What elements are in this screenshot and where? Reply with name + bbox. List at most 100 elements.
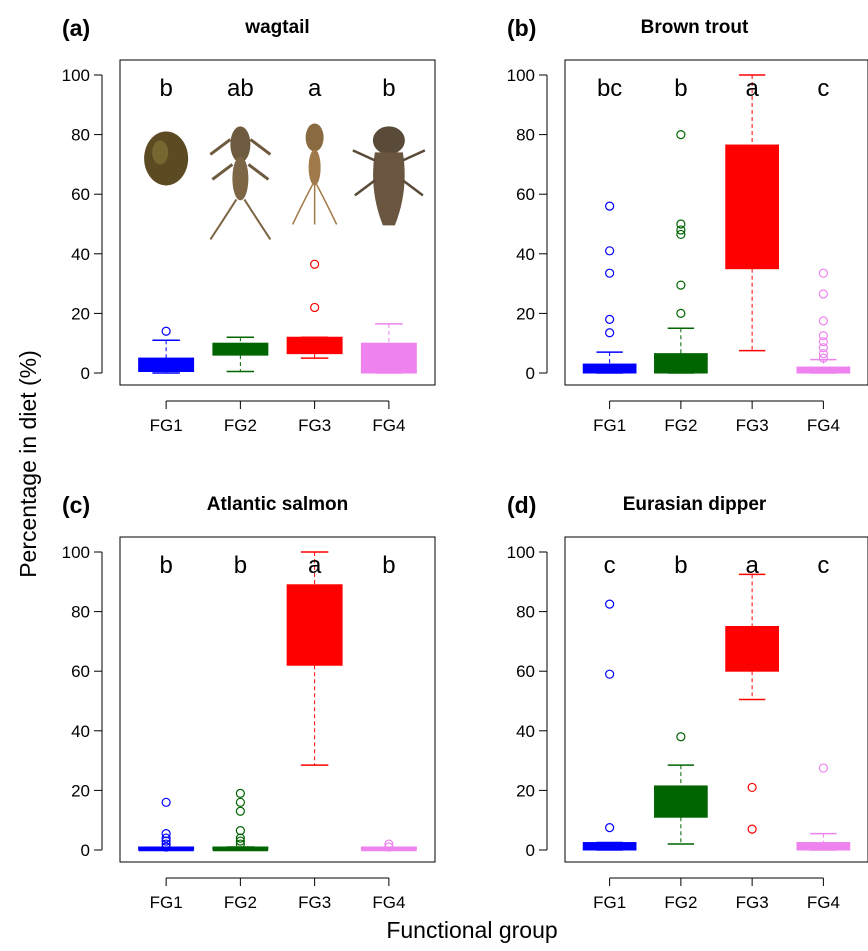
outlier-point — [384, 842, 394, 852]
outlier-point — [384, 839, 394, 849]
box-FG1 — [138, 797, 195, 852]
x-tick-label: FG3 — [298, 416, 331, 435]
box-FG3 — [286, 551, 343, 766]
outlier-point — [818, 268, 828, 278]
x-tick-label: FG2 — [664, 893, 697, 912]
mayfly-thorax — [305, 123, 324, 152]
stonefly-thorax — [230, 126, 251, 163]
y-tick-label: 100 — [62, 66, 90, 85]
outlier-point — [310, 259, 320, 269]
x-tick-label: FG4 — [807, 893, 840, 912]
mayfly-cerci — [291, 184, 338, 225]
outlier-point — [747, 782, 757, 793]
iqr-box — [654, 353, 708, 374]
x-tick-label: FG2 — [224, 416, 257, 435]
box-FG4 — [360, 323, 417, 374]
box-FG3 — [725, 74, 779, 352]
larva-head — [372, 126, 405, 155]
outlier-point — [235, 836, 245, 846]
caddis-larva-image — [352, 126, 426, 226]
outlier-point — [310, 302, 320, 313]
iqr-box — [286, 584, 343, 666]
x-tick-label: FG3 — [736, 893, 769, 912]
iqr-box — [360, 342, 417, 374]
plot-frame — [119, 59, 436, 386]
plot-frame — [564, 536, 868, 863]
y-tick-label: 40 — [516, 722, 535, 741]
outlier-point — [605, 314, 615, 324]
x-tick-label: FG3 — [298, 893, 331, 912]
y-tick-label: 60 — [516, 185, 535, 204]
y-tick-label: 80 — [71, 126, 90, 145]
outlier-point — [676, 225, 686, 235]
significance-letter: c — [817, 75, 829, 102]
y-tick-label: 20 — [71, 304, 90, 323]
significance-letter: a — [745, 75, 759, 102]
outlier-point — [676, 130, 686, 140]
outlier-point — [605, 669, 615, 679]
x-tick-label: FG4 — [372, 416, 405, 435]
y-tick-label: 20 — [516, 781, 535, 800]
stonefly-abdomen — [232, 156, 249, 201]
x-tick-label: FG2 — [664, 416, 697, 435]
iqr-box — [796, 366, 851, 374]
panel-label: (c) — [62, 492, 90, 518]
outlier-point — [161, 797, 171, 807]
y-tick-label: 0 — [81, 364, 90, 383]
outlier-point — [818, 763, 828, 773]
significance-letter: b — [159, 552, 172, 579]
beetle-shine — [152, 140, 169, 165]
outlier-point — [161, 833, 171, 843]
y-tick-label: 100 — [62, 543, 90, 562]
outlier-point — [676, 280, 686, 290]
stonefly-nymph-image — [209, 126, 272, 240]
panel-3: (c) Atlantic salmon 0 20 40 60 80 100 FG1 FG2 FG3 F… — [62, 492, 436, 912]
iqr-box — [725, 626, 779, 672]
y-tick-label: 0 — [526, 841, 535, 860]
larva-body — [373, 152, 405, 226]
insect-images — [144, 123, 426, 240]
outlier-point — [161, 842, 171, 852]
x-tick-label: FG4 — [372, 893, 405, 912]
y-tick-label: 0 — [81, 841, 90, 860]
significance-letter: a — [308, 75, 322, 102]
larva-legs — [352, 149, 426, 197]
outlier-point — [605, 268, 615, 278]
iqr-box — [725, 144, 779, 270]
outlier-point — [235, 806, 245, 816]
box-FG1 — [582, 599, 637, 851]
outlier-point — [818, 337, 828, 347]
box-FG4 — [360, 839, 417, 852]
y-tick-label: 40 — [71, 722, 90, 741]
significance-letter: b — [382, 552, 395, 579]
outlier-point — [161, 326, 171, 336]
significance-letter: b — [674, 552, 687, 579]
significance-letter: bc — [597, 75, 622, 102]
significance-letter: b — [234, 552, 247, 579]
outlier-point — [747, 824, 757, 834]
y-tick-label: 60 — [71, 185, 90, 204]
box-FG3 — [286, 259, 343, 359]
outlier-point — [676, 308, 686, 318]
x-tick-label: FG1 — [150, 416, 183, 435]
box-FG3 — [725, 573, 779, 834]
box-FG1 — [582, 201, 637, 374]
y-tick-label: 20 — [516, 304, 535, 323]
stonefly-cerci — [209, 198, 272, 240]
outlier-point — [161, 839, 171, 849]
significance-letter: c — [604, 552, 616, 579]
stonefly-legs — [209, 138, 272, 181]
outlier-point — [818, 343, 828, 353]
y-tick-label: 60 — [516, 662, 535, 681]
significance-letter: b — [382, 75, 395, 102]
panel-title: wagtail — [244, 17, 309, 38]
outlier-point — [818, 331, 828, 341]
y-tick-label: 40 — [516, 245, 535, 264]
box-FG4 — [796, 268, 851, 374]
mayfly-nymph-image — [291, 123, 338, 225]
mayfly-abdomen — [308, 149, 321, 186]
x-tick-label: FG2 — [224, 893, 257, 912]
